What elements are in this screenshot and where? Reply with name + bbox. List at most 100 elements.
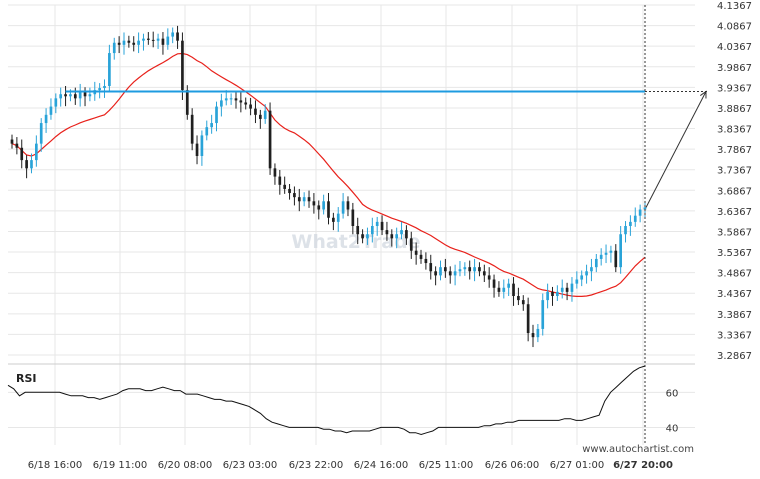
candle: [385, 221, 389, 241]
candle: [171, 27, 175, 44]
candle: [414, 242, 418, 265]
ma-line: [11, 52, 646, 297]
candle: [594, 253, 598, 273]
candle: [302, 192, 306, 207]
candle: [288, 183, 291, 200]
candle: [492, 274, 496, 298]
candle: [146, 32, 150, 45]
candle: [268, 102, 272, 175]
candle: [629, 215, 632, 236]
price-axis: 4.1367 4.0867 4.0367 3.9867 3.9367 3.8867 3.83…: [717, 1, 752, 362]
candle: [54, 93, 58, 114]
candle: [59, 87, 63, 107]
candle: [424, 252, 428, 270]
candle: [463, 262, 467, 276]
candle: [419, 249, 423, 264]
candle: [317, 200, 321, 220]
candle: [502, 279, 506, 299]
x-tick-label: 6/27 01:00: [550, 460, 604, 471]
candle: [405, 225, 408, 245]
resistance-level: [65, 5, 708, 445]
candle: [521, 295, 525, 311]
candle: [190, 108, 194, 151]
candle: [137, 32, 140, 54]
candle: [468, 260, 472, 280]
candle: [497, 281, 501, 297]
candle: [575, 271, 579, 289]
candle: [633, 207, 637, 227]
candle: [614, 244, 618, 273]
candle: [122, 32, 126, 55]
candle: [132, 36, 136, 52]
x-tick-label: 6/24 16:00: [354, 460, 408, 471]
x-tick-label: 6/25 11:00: [419, 460, 473, 471]
candle: [619, 225, 622, 274]
candle: [507, 278, 511, 296]
moving-average: [11, 52, 646, 297]
y-tick-label: 4.1367: [717, 1, 752, 12]
candle: [195, 135, 199, 165]
candle: [200, 130, 204, 166]
candle: [400, 221, 403, 240]
x-tick-label: 6/23 22:00: [289, 460, 343, 471]
candle: [604, 244, 608, 264]
candle: [546, 283, 549, 309]
candle: [448, 266, 452, 284]
y-tick-label: 3.6367: [717, 207, 752, 218]
candle: [215, 101, 218, 132]
candle: [49, 98, 53, 120]
candle: [258, 109, 262, 129]
candle: [273, 163, 277, 185]
candle: [580, 270, 584, 287]
rsi-tick-label: 60: [666, 388, 679, 399]
candle: [390, 229, 394, 247]
y-tick-label: 3.4867: [717, 269, 752, 280]
candle: [35, 135, 38, 167]
rsi-line: [7, 365, 646, 436]
candle: [409, 231, 413, 259]
candle: [346, 196, 350, 217]
y-tick-label: 3.3367: [717, 330, 752, 341]
candle: [434, 266, 437, 286]
x-tick-label: 6/19 11:00: [93, 460, 147, 471]
projection-arrow: [645, 91, 707, 208]
candle: [624, 221, 627, 243]
candle: [220, 93, 223, 117]
candle: [322, 194, 325, 215]
y-tick-label: 3.8867: [717, 104, 752, 115]
rsi-tick-label: 40: [666, 423, 679, 434]
x-tick-label: 6/23 03:00: [223, 460, 277, 471]
candle: [239, 92, 243, 113]
candle: [482, 264, 486, 282]
candle: [307, 190, 311, 208]
candle: [83, 87, 87, 107]
candle: [473, 258, 476, 282]
candle: [453, 264, 457, 286]
y-tick-label: 4.0367: [717, 42, 752, 53]
candle: [156, 33, 160, 49]
candle: [30, 153, 33, 174]
candle: [439, 260, 442, 281]
candle: [181, 32, 184, 100]
candle: [229, 93, 233, 105]
candle: [590, 258, 593, 282]
candle: [161, 32, 165, 55]
candle: [249, 97, 252, 116]
candle: [526, 297, 530, 342]
candle: [15, 137, 19, 155]
candle: [254, 100, 257, 124]
y-tick-label: 3.9867: [717, 63, 752, 74]
candle: [176, 25, 179, 49]
candle: [356, 217, 360, 245]
candle: [366, 227, 369, 245]
candle: [112, 37, 116, 60]
candle: [512, 277, 515, 306]
candle: [541, 293, 545, 336]
candle: [108, 44, 111, 91]
x-tick-label: 6/18 16:00: [28, 460, 82, 471]
footer-brand: www.autochartist.com: [582, 444, 694, 455]
candle: [64, 85, 67, 107]
y-tick-label: 3.5367: [717, 248, 752, 259]
candle: [20, 139, 24, 169]
y-tick-label: 3.4367: [717, 289, 752, 300]
